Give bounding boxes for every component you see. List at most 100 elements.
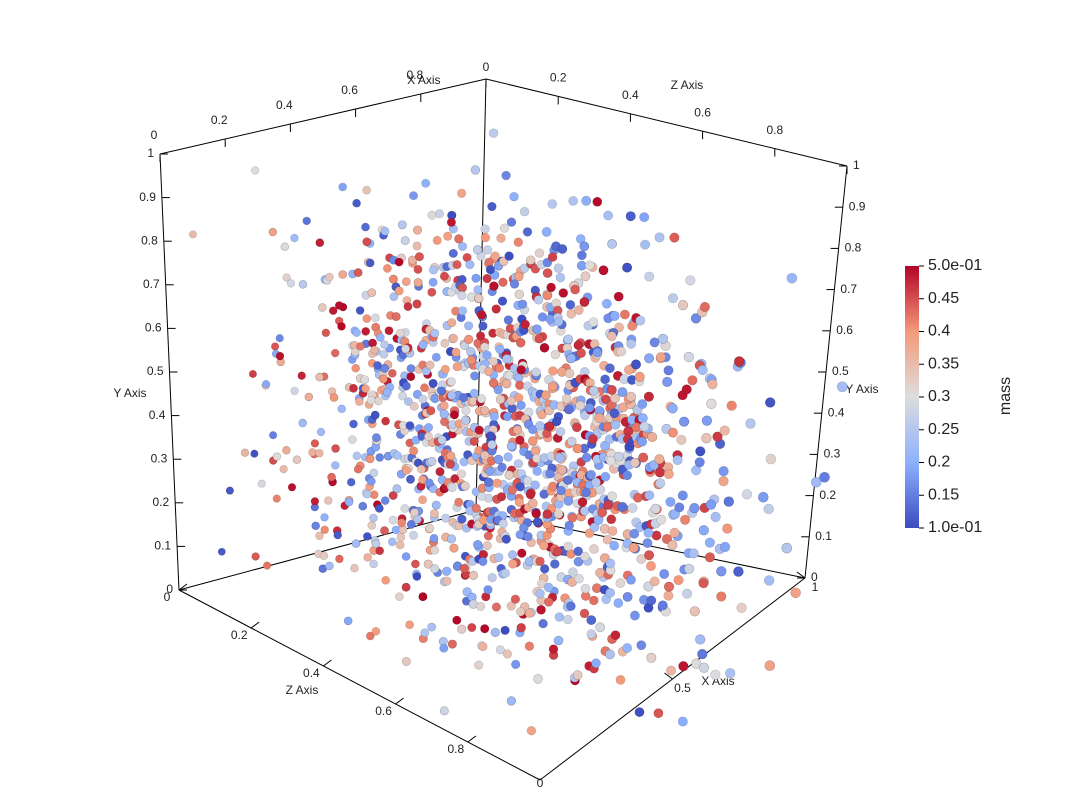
y-axis-tick-label-left: 0.3 <box>151 451 168 465</box>
data-point <box>506 441 517 451</box>
colorbar-gradient <box>905 266 919 528</box>
data-point <box>428 277 438 287</box>
data-point <box>330 348 340 358</box>
data-point <box>683 563 695 574</box>
data-point <box>469 436 479 447</box>
data-point <box>534 333 545 344</box>
data-point <box>449 410 459 420</box>
x-axis-title-front: X Axis <box>701 674 734 688</box>
data-point <box>334 301 344 310</box>
data-point <box>406 519 416 529</box>
data-point <box>483 531 494 541</box>
data-point <box>450 474 460 484</box>
data-point <box>315 238 325 247</box>
data-point <box>697 648 708 660</box>
data-point <box>531 508 542 519</box>
data-point <box>758 491 769 503</box>
data-point <box>493 454 504 465</box>
data-point <box>646 595 657 606</box>
data-point <box>589 522 600 533</box>
data-point <box>347 435 357 444</box>
y-axis-tick-label-right: 0.4 <box>828 405 845 419</box>
data-point <box>733 566 744 577</box>
data-point <box>667 427 679 438</box>
data-point <box>548 366 558 376</box>
data-point <box>517 548 527 558</box>
data-point <box>697 364 708 376</box>
data-point <box>370 410 380 420</box>
data-point <box>649 576 660 587</box>
data-point <box>351 363 361 373</box>
data-point <box>333 530 342 540</box>
data-point <box>380 340 389 350</box>
data-point <box>361 327 371 336</box>
data-point <box>325 272 334 282</box>
z-axis-tick-label-top: 0.4 <box>622 88 639 102</box>
data-point <box>431 500 441 510</box>
data-point <box>592 196 603 207</box>
data-point <box>251 166 260 175</box>
data-point <box>498 256 509 267</box>
data-point <box>515 337 526 348</box>
data-point <box>512 425 523 435</box>
tick-mark <box>395 697 404 705</box>
data-point <box>655 478 666 489</box>
data-point <box>500 568 510 578</box>
data-point <box>535 420 545 431</box>
data-point <box>497 462 507 472</box>
data-point <box>367 288 377 298</box>
data-point <box>725 668 736 679</box>
data-point <box>290 233 299 243</box>
data-point <box>261 379 271 389</box>
data-point <box>509 279 520 289</box>
data-point <box>602 534 613 545</box>
data-point <box>507 485 518 495</box>
data-point <box>448 248 458 258</box>
data-point <box>286 279 296 288</box>
data-point <box>550 349 561 360</box>
data-point <box>667 540 678 551</box>
data-point <box>544 421 555 432</box>
data-point <box>503 452 513 462</box>
y-axis-tick-label-right: 0 <box>811 570 818 584</box>
data-point <box>609 408 620 419</box>
data-point <box>681 588 693 599</box>
data-point <box>629 610 640 621</box>
data-point <box>579 297 590 307</box>
data-point <box>638 452 649 463</box>
data-point <box>607 526 618 536</box>
data-point <box>470 371 480 381</box>
data-point <box>463 321 474 331</box>
data-point <box>275 351 285 361</box>
data-point <box>678 416 690 427</box>
data-point <box>287 483 297 492</box>
data-point <box>663 581 675 592</box>
data-point <box>502 649 513 659</box>
data-point <box>519 206 530 217</box>
data-point <box>646 652 657 663</box>
data-point <box>605 558 616 569</box>
data-point <box>427 622 437 632</box>
data-point <box>380 526 389 535</box>
data-point <box>457 514 467 524</box>
data-point <box>627 503 638 514</box>
data-point <box>643 581 654 592</box>
data-point <box>380 496 390 505</box>
data-point <box>688 548 699 559</box>
data-point <box>452 362 462 372</box>
data-point <box>320 513 329 522</box>
data-point <box>338 270 348 279</box>
z-axis-line-top <box>485 78 848 167</box>
data-point <box>698 525 709 536</box>
data-point <box>600 440 611 451</box>
data-point <box>469 388 479 398</box>
data-point <box>532 466 542 476</box>
data-point <box>430 564 440 574</box>
data-point <box>489 411 499 422</box>
data-point <box>459 340 470 351</box>
data-point <box>483 585 493 595</box>
data-point <box>726 400 737 411</box>
axes-group: 00.20.40.60.8X Axis 0.20.40.60.8Z Axis00.… <box>113 60 878 790</box>
data-point <box>310 497 320 506</box>
